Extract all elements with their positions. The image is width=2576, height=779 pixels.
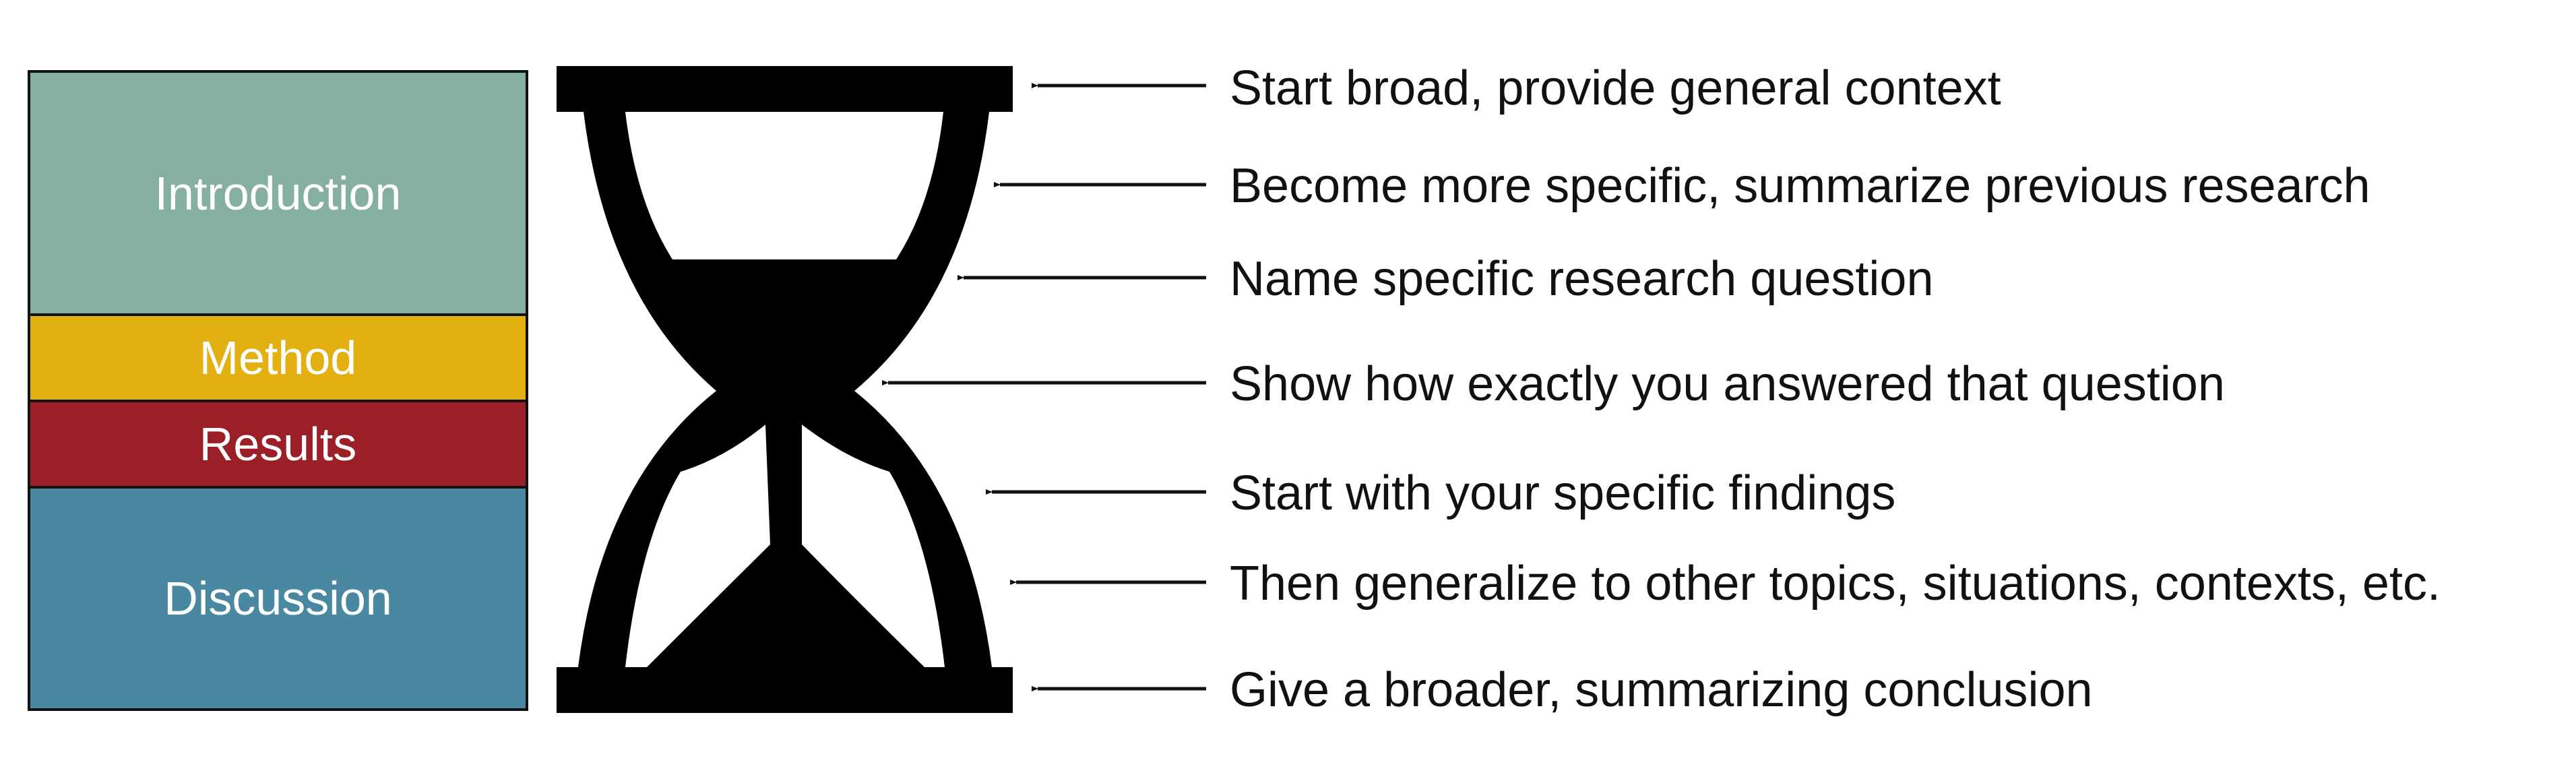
section-method: Method (30, 313, 526, 400)
annotation-7: Give a broader, summarizing conclusion (1230, 663, 2093, 717)
section-discussion-label: Discussion (164, 572, 392, 625)
hourglass-icon (557, 66, 1013, 713)
section-introduction: Introduction (30, 73, 526, 313)
annotation-arrows (882, 83, 1206, 691)
hourglass-top-plate (557, 66, 1013, 112)
section-method-label: Method (199, 332, 357, 384)
paper-sections-stack: Introduction Method Results Discussion (28, 70, 528, 711)
annotation-1: Start broad, provide general context (1230, 61, 2001, 115)
section-results: Results (30, 400, 526, 486)
annotation-2: Become more specific, summarize previous… (1230, 159, 2370, 213)
annotation-5: Start with your specific findings (1230, 466, 1896, 520)
section-results-label: Results (199, 418, 357, 470)
section-discussion: Discussion (30, 486, 526, 708)
hourglass-bottom-plate (557, 667, 1013, 713)
annotation-6: Then generalize to other topics, situati… (1230, 557, 2441, 611)
annotation-4: Show how exactly you answered that quest… (1230, 357, 2225, 411)
section-introduction-label: Introduction (154, 166, 402, 220)
annotation-3: Name specific research question (1230, 252, 1934, 306)
hourglass-frame (578, 112, 992, 667)
